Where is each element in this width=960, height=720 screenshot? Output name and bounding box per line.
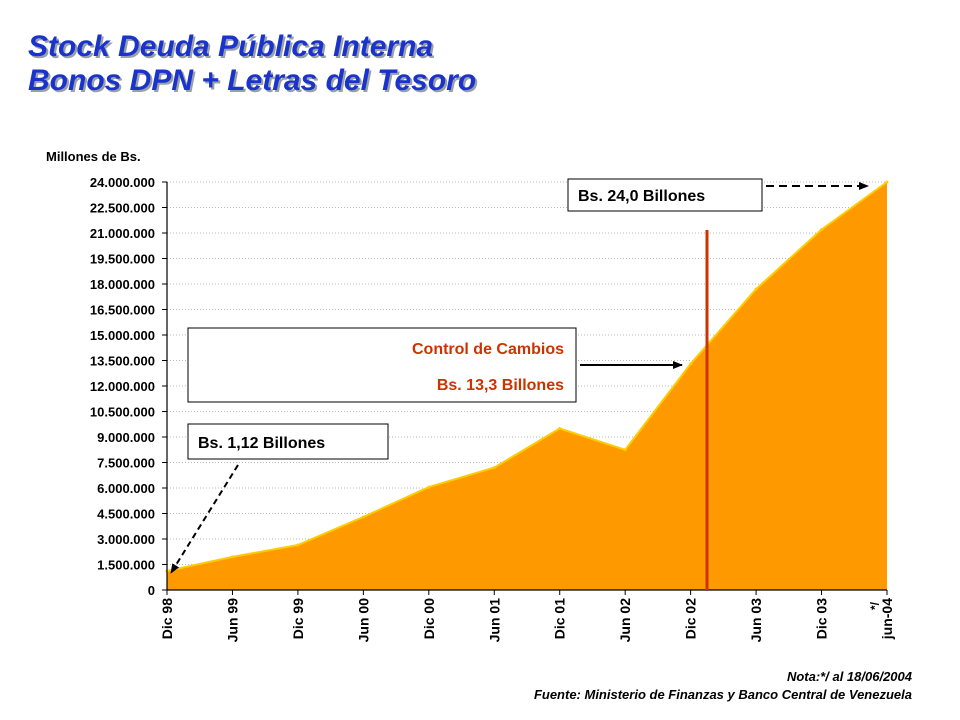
- chart-title: Stock Deuda Pública Interna Bonos DPN + …: [28, 30, 476, 98]
- y-tick-label: 13.500.000: [90, 354, 155, 369]
- y-tick-label: 1.500.000: [97, 558, 155, 573]
- annotation-box-1: [187, 423, 389, 460]
- y-tick-label: 9.000.000: [97, 430, 155, 445]
- title-line-1: Stock Deuda Pública Interna: [28, 30, 434, 63]
- y-tick-label: 7.500.000: [97, 456, 155, 471]
- y-tick-labels: 0 1.500.000 3.000.000 4.500.000 6.000.000 7.5…: [90, 175, 155, 598]
- y-tick-label: 19.500.000: [90, 252, 155, 267]
- y-tick-label: 3.000.000: [97, 532, 155, 547]
- y-tick-label: 16.500.000: [90, 303, 155, 318]
- annotation-box-3: [567, 178, 763, 212]
- data-point: [492, 466, 496, 470]
- annotation-arrow-1: [170, 464, 239, 574]
- x-tick-label: Dic 02: [683, 598, 699, 639]
- x-tick-labels: Dic 98 Jun 99 Dic 99 Jun 00 Dic 00 Jun 01 Dic …: [159, 598, 895, 643]
- y-tick-label: 0: [148, 583, 155, 598]
- area-top-line: [166, 181, 888, 572]
- data-point: [820, 228, 824, 232]
- y-tick-label: 24.000.000: [90, 175, 155, 190]
- y-axis-label: Millones de Bs.: [46, 149, 141, 164]
- y-tick-label: 22.500.000: [90, 201, 155, 216]
- data-point: [296, 543, 300, 547]
- data-point: [558, 427, 562, 430]
- data-point: [427, 485, 431, 489]
- annotation-label-2: Bs. 13,3 Billones: [437, 377, 564, 394]
- title-line-2: Bonos DPN + Letras del Tesoro: [28, 64, 477, 97]
- x-tick-label: Dic 01: [552, 598, 568, 639]
- y-tick-label: 12.000.000: [90, 379, 155, 394]
- annotation-label-1: Bs. 1,12 Billones: [198, 435, 325, 452]
- data-point: [623, 448, 627, 452]
- annotation-title-2: Control de Cambios: [412, 341, 564, 358]
- data-point: [361, 515, 365, 519]
- y-tick-label: 4.500.000: [97, 507, 155, 522]
- x-tick-label: Jun 01: [486, 598, 502, 643]
- annotation-label-3: Bs. 24,0 Billones: [578, 188, 705, 205]
- x-tick-label: Dic 98: [159, 598, 175, 639]
- footnote-note: Nota:*/ al 18/06/2004: [786, 669, 912, 684]
- x-tick-marker: */: [868, 601, 882, 610]
- x-tick-label: Jun 03: [748, 598, 764, 643]
- x-tick-label: Dic 00: [421, 598, 437, 639]
- x-tick-label: Jun 00: [355, 598, 371, 643]
- data-point: [230, 555, 234, 559]
- data-point: [689, 362, 693, 366]
- axes: [162, 181, 888, 595]
- data-point: [754, 287, 758, 291]
- y-tick-label: 15.000.000: [90, 328, 155, 343]
- x-tick-label: Jun 02: [617, 598, 633, 643]
- y-tick-label: 21.000.000: [90, 226, 155, 241]
- annotation-box-2: [187, 327, 577, 403]
- y-tick-label: 6.000.000: [97, 481, 155, 496]
- data-point: [885, 180, 889, 184]
- annotations: Bs. 1,12 Billones Control de Cambios Bs. 1…: [170, 178, 869, 590]
- y-tick-label: 18.000.000: [90, 277, 155, 292]
- x-tick-label: jun-04: [879, 598, 895, 640]
- y-tick-label: 10.500.000: [90, 405, 155, 420]
- x-tick-label: Dic 99: [290, 598, 306, 639]
- x-tick-label: Dic 03: [814, 598, 830, 639]
- x-tick-label: Jun 99: [224, 598, 240, 643]
- footnote-source: Fuente: Ministerio de Finanzas y Banco C…: [533, 687, 912, 702]
